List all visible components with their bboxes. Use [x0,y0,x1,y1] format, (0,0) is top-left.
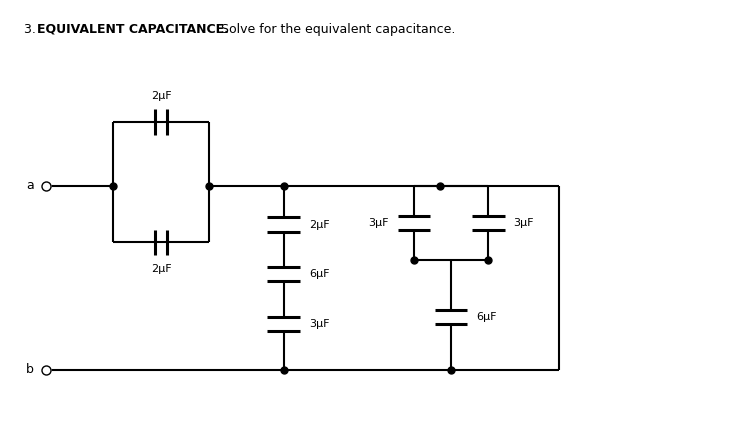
Text: a: a [26,179,34,192]
Text: 3.: 3. [24,23,40,36]
Text: 3μF: 3μF [513,218,534,228]
Text: Solve for the equivalent capacitance.: Solve for the equivalent capacitance. [217,23,455,36]
Text: EQUIVALENT CAPACITANCE.: EQUIVALENT CAPACITANCE. [37,23,229,36]
Text: 3μF: 3μF [309,319,330,329]
Text: 6μF: 6μF [309,269,330,279]
Text: 6μF: 6μF [476,312,497,322]
Text: 2μF: 2μF [151,263,172,274]
Text: 2μF: 2μF [309,220,330,229]
Text: b: b [25,363,34,376]
Text: 2μF: 2μF [151,91,172,101]
Text: 3μF: 3μF [368,218,389,228]
